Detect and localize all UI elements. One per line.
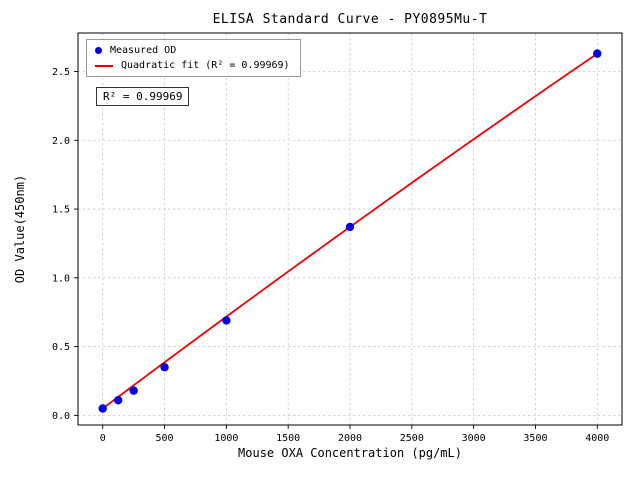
svg-text:3500: 3500 [523,433,547,444]
legend: Measured OD Quadratic fit (R² = 0.99969) [86,39,301,77]
fit-line-icon [95,64,113,67]
svg-text:4000: 4000 [585,433,609,444]
y-axis-label: OD Value(450nm) [13,174,27,284]
svg-text:1500: 1500 [276,433,300,444]
svg-text:2.5: 2.5 [52,67,70,78]
legend-item-measured-od: Measured OD [95,45,290,56]
svg-text:500: 500 [156,433,174,444]
svg-text:1000: 1000 [214,433,238,444]
svg-text:1.0: 1.0 [52,273,70,284]
svg-text:2.0: 2.0 [52,136,70,147]
scatter-point-icon [95,47,102,54]
legend-label-quadratic-fit: Quadratic fit (R² = 0.99969) [121,60,290,71]
svg-text:1.5: 1.5 [52,205,70,216]
legend-item-quadratic-fit: Quadratic fit (R² = 0.99969) [95,60,290,71]
svg-text:2500: 2500 [400,433,424,444]
svg-text:0.0: 0.0 [52,411,70,422]
svg-text:0.5: 0.5 [52,342,70,353]
r-squared-annotation: R² = 0.99969 [96,87,190,106]
svg-text:3000: 3000 [462,433,486,444]
svg-text:2000: 2000 [338,433,362,444]
x-axis-label: Mouse OXA Concentration (pg/mL) [238,446,462,460]
chart-title: ELISA Standard Curve - PY0895Mu-T [212,12,488,27]
svg-text:0: 0 [100,433,106,444]
legend-label-measured-od: Measured OD [110,45,177,56]
